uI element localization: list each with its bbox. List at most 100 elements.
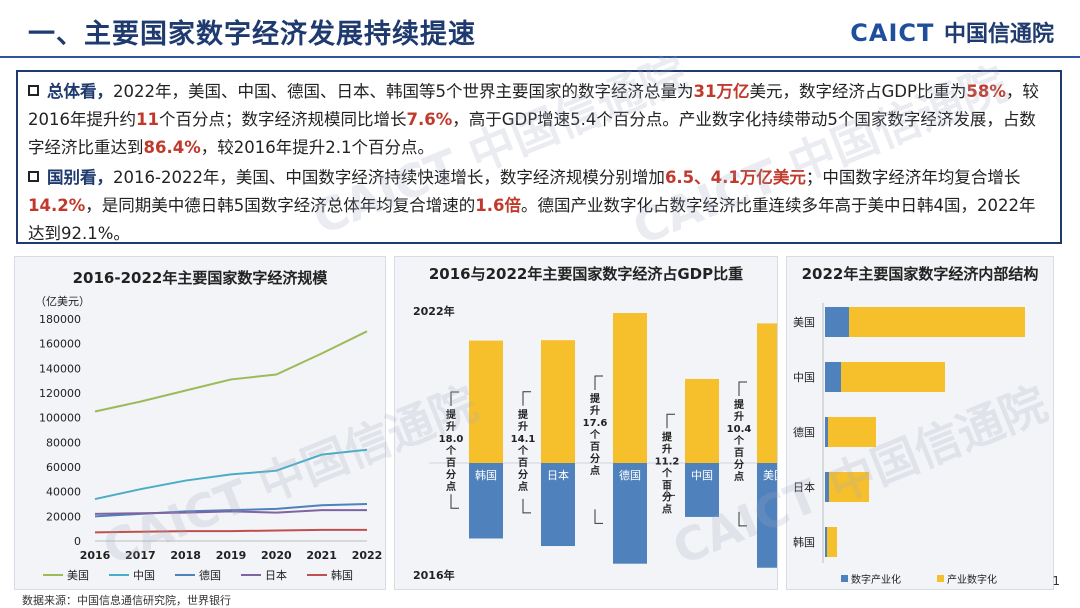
bar-digital-industrialization-韩国 — [825, 527, 827, 557]
legend-label: 美国 — [67, 569, 89, 582]
title-divider — [0, 56, 1080, 58]
bar-2022-日本 — [541, 340, 575, 463]
bar-2016-韩国 — [469, 463, 503, 539]
rise-char: 点 — [734, 470, 744, 483]
y-tick-label: 160000 — [39, 338, 81, 351]
text: 2016-2022年，美国、中国数字经济持续快速增长，数字经济规模分别增加 — [113, 168, 665, 187]
y-tick-label: 140000 — [39, 362, 81, 375]
text: 。德国产业数字化占数字经济比重连续多年高于美中日韩4国，2022年达到92.1%… — [28, 196, 1036, 243]
bullet-icon — [28, 171, 39, 182]
x-tick-label: 2021 — [306, 549, 337, 562]
highlight: 86.4% — [143, 138, 201, 157]
category-label: 美国 — [763, 469, 777, 482]
y-tick-label: 20000 — [46, 510, 81, 523]
rise-char: 提 — [446, 408, 457, 421]
category-label: 韩国 — [475, 468, 497, 482]
rise-char: 点 — [518, 480, 528, 493]
y-tick-label: 120000 — [39, 387, 81, 400]
text: ，较2016年提升2.1个百分点。 — [200, 138, 434, 157]
logo-cn: 中国信通院 — [943, 22, 1054, 47]
rise-value: 17.6 — [583, 418, 608, 429]
highlight: 58% — [966, 82, 1006, 101]
bar-2016-中国 — [685, 463, 719, 517]
gdp-share-chart-panel: 2016与2022年主要国家数字经济占GDP比重 2022年 2016年 韩国提升 18… — [394, 256, 791, 590]
y-axis-label: （亿美元） — [35, 295, 90, 308]
series-line-韩国 — [94, 528, 367, 534]
text: ，较2016年提升约 — [28, 82, 1039, 129]
y-tick-label: 80000 — [46, 436, 81, 449]
y-tick-label: 60000 — [46, 461, 81, 474]
rise-value: 11.2 — [655, 456, 680, 467]
y-tick-label: 180000 — [39, 313, 81, 326]
bar-2016-德国 — [613, 463, 647, 564]
text: ，是同期美中德日韩5国数字经济总体年均复合增速的 — [85, 196, 476, 215]
chart-title: 2016-2022年主要国家数字经济规模 — [73, 269, 329, 287]
bar-digital-industrialization-中国 — [825, 362, 841, 392]
legend-swatch — [937, 575, 944, 582]
bracket-top — [450, 391, 459, 407]
highlight: 7.6% — [406, 110, 453, 129]
bar-industrial-digitalization-德国 — [828, 417, 876, 447]
category-label: 美国 — [793, 316, 815, 329]
chart-title: 2022年主要国家数字经济内部结构 — [802, 265, 1039, 283]
gdp-share-chart: 2016与2022年主要国家数字经济占GDP比重2022年2016年韩国提升18… — [413, 265, 791, 582]
text: ，高于GDP增速5.4个百分点。产业数字化持续带动5个国家数字经济发展，占数字经… — [28, 110, 1036, 157]
summary-box: 总体看，2022年，美国、中国、德国、日本、韩国等5个世界主要国家的数字经济总量… — [16, 70, 1062, 244]
rise-char: 百 — [662, 479, 672, 491]
logo-en: CAICT — [850, 19, 935, 47]
text: 个百分点；数字经济规模同比增长 — [158, 110, 407, 129]
legend-label: 产业数字化 — [947, 573, 997, 586]
rise-value: 10.4 — [727, 424, 752, 435]
text: 美元，数字经济占GDP比重为 — [749, 82, 967, 101]
x-tick-label: 2016 — [80, 549, 111, 562]
highlight: 31万亿 — [693, 82, 750, 101]
rise-value: 18.0 — [439, 434, 464, 445]
summary-by-country: 国别看，2016-2022年，美国、中国数字经济持续快速增长，数字经济规模分别增… — [28, 164, 1048, 248]
bar-2022-中国 — [685, 378, 719, 463]
rise-char: 百 — [446, 457, 456, 469]
category-label: 中国 — [793, 371, 815, 384]
label-2022: 2022年 — [413, 304, 455, 318]
rise-char: 点 — [662, 502, 672, 515]
bar-industrial-digitalization-日本 — [829, 472, 869, 502]
bar-2022-美国 — [757, 323, 791, 463]
series-line-中国 — [94, 448, 368, 501]
rise-char: 个 — [733, 434, 745, 447]
legend-label: 中国 — [133, 569, 155, 582]
rise-char: 个 — [517, 444, 529, 457]
x-tick-label: 2017 — [125, 549, 156, 562]
y-tick-label: 100000 — [39, 412, 81, 425]
rise-char: 升 — [662, 442, 672, 455]
text: 2022年，美国、中国、德国、日本、韩国等5个世界主要国家的数字经济总量为 — [113, 82, 694, 101]
series-line-日本 — [94, 509, 367, 515]
bar-digital-industrialization-美国 — [825, 307, 849, 337]
highlight: 、 — [694, 168, 711, 187]
rise-char: 点 — [446, 480, 456, 493]
rise-char: 个 — [661, 466, 673, 479]
bracket-top — [666, 413, 675, 429]
rise-char: 个 — [589, 428, 601, 441]
structure-chart-panel: 2022年主要国家数字经济内部结构 美国 中国 德国 日本 韩国 数字产业化 产业数字化 — [786, 256, 1054, 590]
bracket-bottom — [450, 494, 459, 509]
highlight: 11 — [136, 110, 159, 129]
bullet-icon — [28, 85, 39, 96]
bracket-top — [522, 391, 531, 406]
summary-overall: 总体看，2022年，美国、中国、德国、日本、韩国等5个世界主要国家的数字经济总量… — [28, 78, 1048, 162]
page-number: 1 — [1052, 574, 1060, 588]
rise-char: 提 — [662, 430, 673, 443]
bracket-bottom — [594, 509, 603, 524]
category-label: 韩国 — [793, 535, 815, 549]
data-source-footnote: 数据来源：中国信息通信研究院，世界银行 — [22, 594, 231, 607]
rise-value: 14.1 — [511, 434, 536, 445]
bracket-top — [738, 381, 747, 397]
rise-char: 分 — [446, 468, 456, 481]
rise-char: 点 — [590, 464, 600, 477]
bar-2022-德国 — [613, 313, 647, 463]
legend-swatch — [841, 575, 848, 582]
rise-char: 升 — [518, 420, 528, 433]
rise-char: 提 — [518, 408, 529, 421]
caict-logo: CAICT 中国信通院 — [850, 16, 1054, 48]
rise-char: 百 — [590, 441, 600, 453]
bar-industrial-digitalization-中国 — [841, 362, 945, 392]
